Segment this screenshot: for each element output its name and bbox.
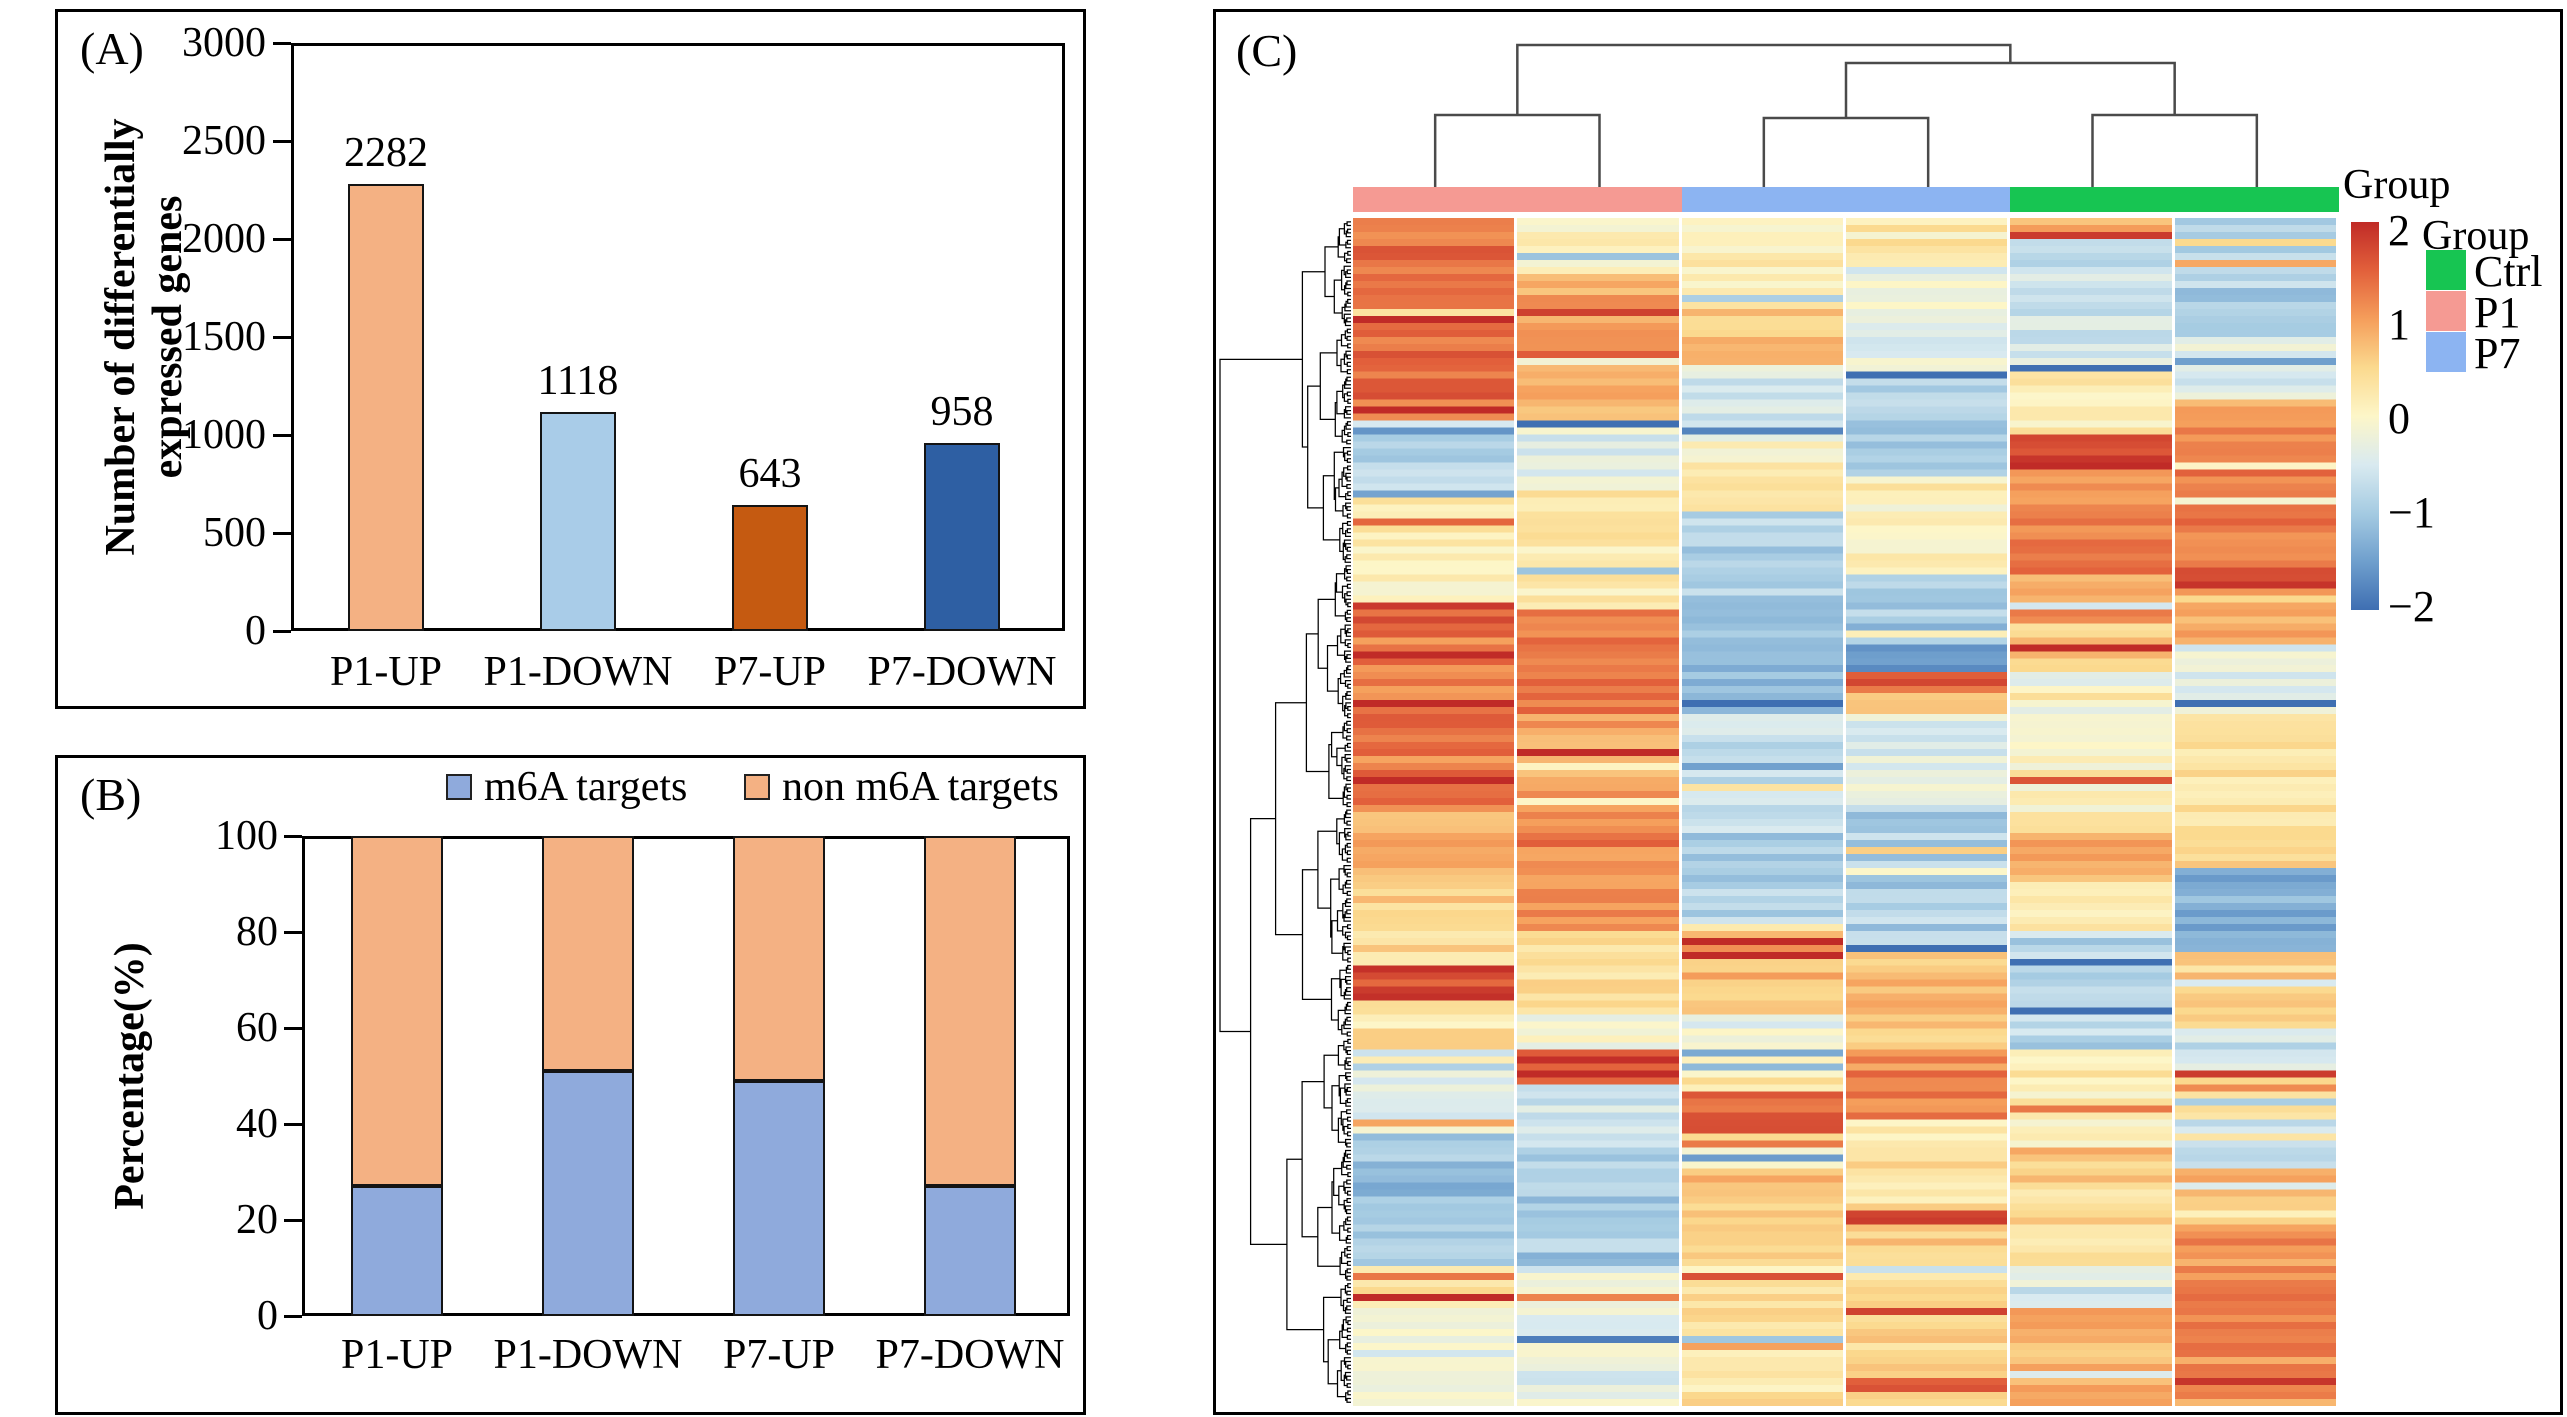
group-annotation-title: Group <box>2343 162 2451 208</box>
panel-b-y-tick <box>284 930 302 934</box>
colorbar <box>2351 222 2379 610</box>
panel-b-y-tick-label: 0 <box>257 1293 278 1339</box>
bar-p1-up <box>348 183 424 631</box>
column-dendrogram <box>1433 43 2259 187</box>
panel-b-y-tick <box>284 1314 302 1318</box>
stacked-bar-p1-up-non-m6a <box>351 836 443 1187</box>
panel-b-y-axis-title-text: Percentage(%) <box>107 942 153 1210</box>
x-label-p7-up: P7-UP <box>713 649 827 695</box>
stacked-bar-p7-down-non-m6a <box>924 836 1016 1187</box>
legend-label-p7: P7 <box>2474 329 2521 378</box>
heatmap-column-p1-1 <box>1353 218 1515 1406</box>
panel-a-y-tick <box>273 531 291 535</box>
non-m6a-targets-label: non m6A targets <box>782 764 1059 810</box>
heatmap-column-ctrl-1 <box>2010 218 2172 1406</box>
group-strip-p7 <box>1681 187 2011 212</box>
panel-c: (C) Group 2 1 0 −1 −2 Group Ctrl P1 P7 <box>1213 9 2563 1415</box>
bar-value-p1-up: 2282 <box>344 129 428 176</box>
panel-a-y-tick <box>273 237 291 241</box>
panel-a-plot-area <box>291 43 1065 631</box>
panel-a-y-tick-label: 1500 <box>182 314 266 360</box>
heatmap-column-p7-2 <box>1846 218 2008 1406</box>
panel-a-y-tick <box>273 41 291 45</box>
colorbar-tick-neg1: −1 <box>2388 488 2435 537</box>
panel-a: (A) Number of differentially expressed g… <box>55 9 1086 709</box>
bar-p7-up <box>732 504 808 631</box>
panel-a-y-tick <box>273 139 291 143</box>
panel-a-y-tick-label: 500 <box>203 510 266 556</box>
legend-item-non-m6a-targets: non m6A targets <box>744 766 1059 808</box>
non-m6a-targets-swatch <box>744 774 770 800</box>
bar-p1-down <box>540 411 616 631</box>
panel-a-y-tick-label: 2000 <box>182 216 266 262</box>
panel-b-y-tick <box>284 1026 302 1030</box>
row-dendrogram <box>1219 221 1351 1403</box>
heatmap-column-p7-1 <box>1681 218 1843 1406</box>
panel-b-x-label-p7-up: P7-UP <box>722 1332 836 1378</box>
panel-a-label: (A) <box>80 23 144 74</box>
m6a-targets-swatch <box>446 774 472 800</box>
bar-value-p7-up: 643 <box>738 450 802 497</box>
panel-a-y-tick-label: 1000 <box>182 412 266 458</box>
legend-swatch-ctrl <box>2426 250 2466 290</box>
panel-b-y-tick-label: 60 <box>236 1005 278 1051</box>
panel-a-y-tick <box>273 335 291 339</box>
panel-b-y-tick-label: 40 <box>236 1101 278 1147</box>
legend-item-m6a-targets: m6A targets <box>446 766 687 808</box>
panel-b-y-tick <box>284 1122 302 1126</box>
panel-b-x-label-p1-up: P1-UP <box>340 1332 454 1378</box>
colorbar-tick-0: 0 <box>2388 394 2410 443</box>
legend-swatch-p7 <box>2426 332 2466 372</box>
m6a-targets-label: m6A targets <box>484 764 688 810</box>
panel-b-y-axis-title: Percentage(%) <box>107 866 157 1286</box>
bar-value-p7-down: 958 <box>930 389 994 436</box>
x-label-p1-up: P1-UP <box>329 649 443 695</box>
stacked-bar-p7-up-m6a <box>733 1080 825 1316</box>
panel-b-x-label-p1-down: P1-DOWN <box>493 1332 683 1378</box>
panel-b-y-tick-label: 80 <box>236 909 278 955</box>
heatmap-column-p1-2 <box>1517 218 1679 1406</box>
panel-a-y-tick-label: 2500 <box>182 118 266 164</box>
panel-b-y-tick-label: 100 <box>215 813 278 859</box>
panel-b-label: (B) <box>80 769 142 820</box>
bar-value-p1-down: 1118 <box>537 357 619 404</box>
panel-b: (B) m6A targets non m6A targets Percenta… <box>55 755 1086 1415</box>
panel-a-y-tick <box>273 433 291 437</box>
legend-label-ctrl: Ctrl <box>2474 247 2543 296</box>
group-strip-ctrl <box>2010 187 2339 212</box>
panel-b-plot-area <box>302 836 1070 1316</box>
panel-b-y-tick <box>284 1218 302 1222</box>
panel-b-x-label-p7-down: P7-DOWN <box>875 1332 1065 1378</box>
colorbar-tick-1: 1 <box>2388 300 2410 349</box>
colorbar-tick-2: 2 <box>2388 206 2410 255</box>
stacked-bar-p1-up-m6a <box>351 1186 443 1316</box>
panel-c-label: (C) <box>1236 25 1298 76</box>
legend-label-p1: P1 <box>2474 288 2521 337</box>
panel-a-y-tick-label: 3000 <box>182 20 266 66</box>
heatmap-column-ctrl-2 <box>2174 218 2336 1406</box>
colorbar-tick-neg2: −2 <box>2388 582 2435 631</box>
legend-swatch-p1 <box>2426 291 2466 331</box>
x-label-p7-down: P7-DOWN <box>867 649 1057 695</box>
panel-b-y-tick-label: 20 <box>236 1197 278 1243</box>
x-label-p1-down: P1-DOWN <box>483 649 673 695</box>
stacked-bar-p7-up-non-m6a <box>733 836 825 1081</box>
panel-b-y-tick <box>284 834 302 838</box>
panel-a-y-tick <box>273 629 291 633</box>
stacked-bar-p1-down-m6a <box>542 1071 634 1316</box>
bar-p7-down <box>924 443 1000 631</box>
stacked-bar-p1-down-non-m6a <box>542 836 634 1072</box>
group-strip-p1 <box>1353 187 1682 212</box>
panel-a-y-tick-label: 0 <box>245 608 266 654</box>
stacked-bar-p7-down-m6a <box>924 1186 1016 1316</box>
